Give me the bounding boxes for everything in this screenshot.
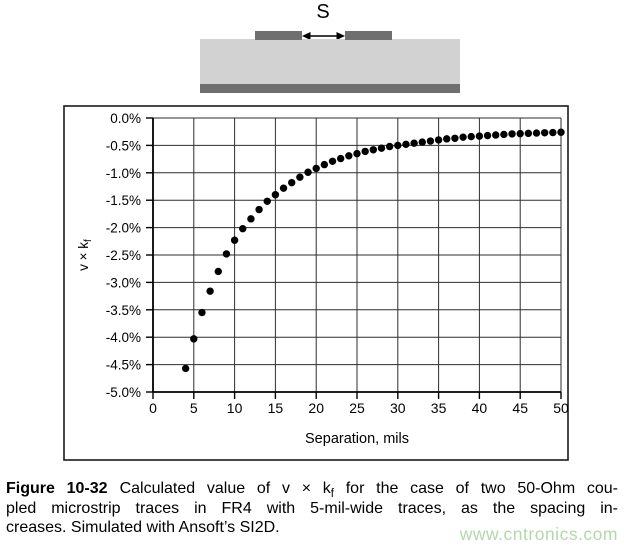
data-point <box>475 132 484 140</box>
data-point <box>540 129 549 137</box>
data-point <box>206 287 214 295</box>
x-axis-title: Separation, mils <box>305 431 409 447</box>
x-tick-label: 30 <box>390 400 406 416</box>
data-point <box>394 141 402 150</box>
y-tick-label: -1.0% <box>106 166 141 181</box>
data-point <box>263 197 271 205</box>
caption-line-1: Figure 10-32 Calculated value of v × kf f… <box>6 479 619 501</box>
data-point <box>385 142 394 151</box>
data-point <box>516 129 524 138</box>
x-tick-label: 35 <box>431 400 447 416</box>
caption-line-3: creases. Simulated with Ansoft’s SI2D. <box>6 519 280 536</box>
y-tick-label: -4.5% <box>106 358 141 373</box>
figure-caption: Figure 10-32 Calculated value of v × kf f… <box>6 479 618 538</box>
data-point <box>524 129 533 138</box>
watermark: www.cntronics.com <box>459 524 618 544</box>
data-point <box>353 149 361 158</box>
ground-plane <box>200 84 460 93</box>
data-point <box>451 134 459 142</box>
x-tick-label: 50 <box>553 400 569 416</box>
data-point <box>369 146 378 154</box>
y-axis-title: v × kf <box>76 239 94 271</box>
figure-number: Figure 10-32 <box>6 480 108 497</box>
x-tick-label: 40 <box>472 400 488 416</box>
vkf-vs-separation-chart: 0 5 10 15 20 25 30 35 40 45 50 0.0% -0.5% -1.0% -1.5% -… <box>63 105 569 461</box>
data-point <box>181 364 190 373</box>
y-tick-label: -3.0% <box>106 275 141 290</box>
spacing-arrow-icon <box>302 32 345 40</box>
data-point <box>402 140 410 149</box>
y-tick-label: 0.0% <box>110 111 141 126</box>
data-point <box>190 335 198 343</box>
data-point <box>532 129 541 137</box>
data-point <box>410 139 418 147</box>
x-tick-label: 0 <box>149 400 157 416</box>
data-point <box>304 168 312 176</box>
data-point <box>377 144 386 152</box>
data-point <box>345 152 353 160</box>
data-point <box>328 157 337 165</box>
data-point <box>500 130 508 139</box>
y-tick-label: -1.5% <box>106 193 141 208</box>
substrate <box>200 39 460 84</box>
data-point <box>230 236 239 244</box>
data-point <box>312 164 320 173</box>
x-tick-label: 15 <box>268 400 284 416</box>
data-point <box>467 132 475 141</box>
data-point <box>255 205 263 214</box>
x-tick-label: 45 <box>512 400 528 416</box>
data-point <box>459 133 467 141</box>
caption-text: Calculated value of v × k <box>119 480 331 497</box>
data-point <box>434 136 443 144</box>
data-point <box>443 135 451 143</box>
y-tick-label: -5.0% <box>106 385 141 400</box>
data-point <box>247 215 255 223</box>
data-point <box>198 308 206 317</box>
data-point <box>214 267 222 276</box>
data-point <box>549 128 557 137</box>
data-point <box>418 138 426 146</box>
x-tick-label: 20 <box>308 400 324 416</box>
data-point <box>296 173 304 181</box>
chart-border <box>63 105 569 461</box>
data-point <box>492 131 500 139</box>
data-point <box>222 250 231 258</box>
y-tick-label: -3.5% <box>106 303 141 318</box>
y-tick-label: -0.5% <box>106 138 141 153</box>
data-point <box>288 178 296 187</box>
data-point <box>336 154 345 163</box>
data-point <box>320 160 329 169</box>
data-point <box>508 130 516 138</box>
right-trace <box>345 31 392 40</box>
data-point <box>361 147 369 156</box>
caption-subscript: f <box>330 488 334 501</box>
data-point <box>239 224 247 233</box>
data-point <box>483 131 492 140</box>
data-point <box>426 137 435 145</box>
data-point <box>271 191 280 199</box>
x-tick-label: 10 <box>227 400 243 416</box>
y-tick-label: -4.0% <box>106 330 141 345</box>
left-trace <box>255 31 302 40</box>
spacing-label: S <box>316 1 330 23</box>
data-point <box>557 128 565 136</box>
y-tick-label: -2.0% <box>106 221 141 236</box>
caption-text: for the case of two 50-Ohm cou- <box>333 480 619 497</box>
x-tick-label: 5 <box>190 400 198 416</box>
x-tick-label: 25 <box>349 400 365 416</box>
y-tick-label: -2.5% <box>106 248 141 263</box>
caption-line-2: pled microstrip traces in FR4 with 5-mil… <box>6 499 618 517</box>
microstrip-cross-section-diagram: S <box>0 0 624 100</box>
data-point <box>279 184 288 192</box>
